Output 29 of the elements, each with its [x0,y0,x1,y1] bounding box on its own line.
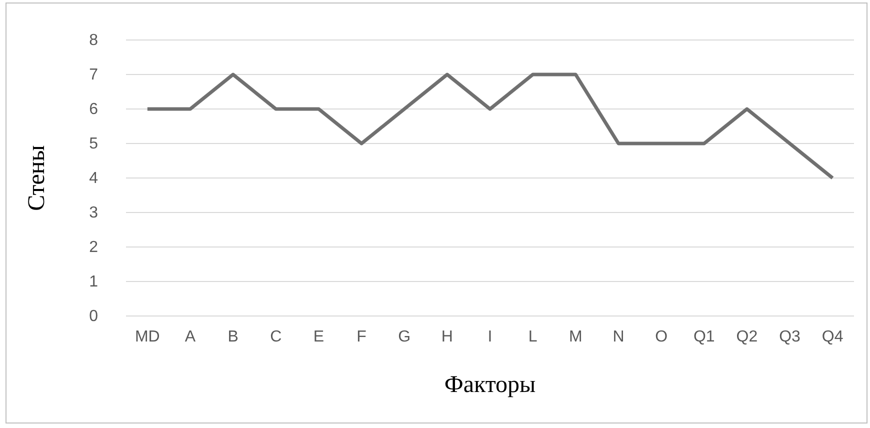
x-tick-label: O [655,328,668,346]
x-tick-label: G [398,328,411,346]
y-axis-title: Стены [24,145,50,211]
x-tick-label: E [313,328,324,346]
y-tick-label: 2 [89,239,98,256]
x-tick-label: Q4 [822,328,844,346]
x-tick-label: L [528,328,538,346]
x-tick-label: MD [134,328,160,346]
x-tick-label: Q3 [779,328,801,346]
x-tick-label: Q2 [736,328,758,346]
line-series [146,72,834,180]
y-tick-label: 5 [89,136,98,153]
y-tick-label: 4 [89,170,98,188]
y-tick-label: 3 [89,204,98,222]
x-tick-label: M [568,328,582,346]
x-tick-label: N [612,328,624,346]
x-tick-label: A [184,328,196,346]
x-tick-label: I [488,328,492,346]
y-tick-label: 8 [89,32,98,50]
y-tick-label: 6 [89,101,98,118]
y-tick-label: 7 [89,66,98,84]
y-tick-label: 0 [89,308,98,326]
x-tick-label: H [441,328,453,346]
x-tick-label: Q1 [693,328,715,346]
x-tick-label: B [228,328,238,346]
x-axis-title: Факторы [444,372,536,398]
x-tick-label: C [270,328,282,346]
x-tick-label: F [356,328,367,346]
y-tick-label: 1 [89,274,98,291]
